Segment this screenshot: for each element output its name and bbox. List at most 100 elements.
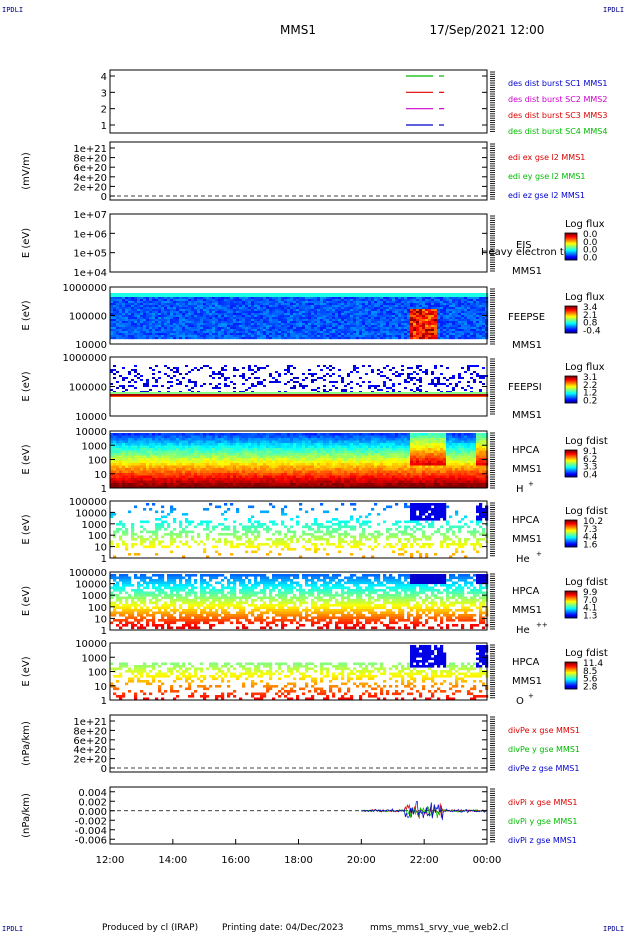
spectrogram-cell [158,295,162,298]
spectrogram-cell [347,394,351,396]
spectrogram-cell [353,293,357,296]
spectrogram-cell [323,321,327,324]
spectrogram-cell [179,383,182,385]
spectrogram-cell [437,337,441,340]
spectrogram-cell [149,307,153,310]
spectrogram-cell [401,333,405,336]
colorbar-tick-label: 0.0 [583,230,598,240]
spectrogram-cell [395,319,399,322]
spectrogram-cell [134,460,138,464]
spectrogram-cell [323,317,327,320]
spectrogram-cell [428,297,432,300]
spectrogram-cell [251,337,255,340]
spectrogram-cell [311,337,315,340]
spectrogram-cell [365,307,369,310]
spectrogram-cell [221,319,225,322]
spectrogram-cell [209,307,213,310]
spectrogram-cell [344,313,348,316]
colorbar-band [565,401,577,403]
spectrogram-cell [113,295,117,298]
spectrogram-cell [182,323,186,326]
spectrogram-cell [431,392,435,394]
spectrogram-cell [113,478,117,481]
spectrogram-cell [476,333,480,336]
spectrogram-cell [191,307,195,310]
spectrogram-cell [467,327,471,330]
colorbar-band [565,234,577,236]
spectrogram-cell [161,313,165,316]
spectrogram-cell [224,465,228,469]
spectrogram-cell [134,480,138,484]
spectrogram-cell [164,455,168,459]
spectrogram-cell [320,295,324,298]
spectrogram-cell [194,307,198,310]
spectrogram-cell [362,309,366,312]
spectrogram-cell [200,443,204,446]
spectrogram-cell [116,450,120,454]
spectrogram-cell [278,295,282,298]
spectrogram-cell [305,377,308,379]
spectrogram-cell [110,329,114,332]
spectrogram-cell [221,465,225,469]
spectrogram-cell [152,485,156,489]
spectrogram-cell [155,394,159,396]
spectrogram-cell [209,455,213,459]
spectrogram-cell [428,311,432,314]
spectrogram-cell [404,381,407,383]
spectrogram-cell [347,305,351,308]
spectrogram-cell [224,438,228,441]
spectrogram-cell [335,387,338,389]
spectrogram-cell [446,303,450,306]
spectrogram-cell [155,313,159,316]
spectrogram-cell [458,392,462,394]
spectrogram-cell [230,396,234,397]
spectrogram-cell [215,465,219,469]
spectrogram-cell [209,375,212,377]
spectrogram-cell [116,333,120,336]
spectrogram-cell [182,293,186,296]
spectrogram-cell [353,367,356,369]
spectrogram-cell [413,394,417,396]
spectrogram-cell [137,309,141,312]
spectrogram-cell [374,315,378,318]
spectrogram-cell [131,443,135,446]
spectrogram-cell [248,309,252,312]
spectrogram-cell [413,333,417,336]
spectrogram-cell [356,371,359,373]
spectrogram-cell [383,319,387,322]
spectrogram-cell [398,305,402,308]
spectrogram-cell [110,475,114,479]
spectrogram-cell [137,460,141,464]
spectrogram-cell [236,303,240,306]
spectrogram-cell [152,331,156,334]
spectrogram-cell [287,325,291,328]
spectrogram-cell [236,305,240,308]
spectrogram-cell [254,327,258,330]
spectrogram-cell [251,319,255,322]
spectrogram-cell [314,297,318,300]
spectrogram-cell [122,313,126,316]
spectrogram-cell [221,435,225,439]
spectrogram-cell [275,293,279,296]
spectrogram-cell [299,383,302,385]
spectrogram-cell [110,299,114,302]
spectrogram-cell [272,327,276,330]
spectrogram-cell [353,325,357,328]
spectrogram-cell [113,317,117,320]
spectrogram-cell [236,313,240,316]
spectrogram-cell [374,335,378,338]
spectrogram-cell [140,475,144,479]
spectrogram-cell [122,465,126,469]
spectrogram-cell [242,375,245,377]
spectrogram-cell [110,465,114,469]
spectrogram-cell [155,470,159,474]
spectrogram-cell [209,303,213,306]
spectrogram-cell [269,337,273,340]
spectrogram-cell [425,315,429,318]
spectrogram-cell [239,317,243,320]
spectrogram-cell [431,295,435,298]
spectrogram-cell [128,394,132,396]
spectrogram-cell [149,323,153,326]
spectrogram-cell [161,438,165,441]
spectrogram-cell [188,303,192,306]
